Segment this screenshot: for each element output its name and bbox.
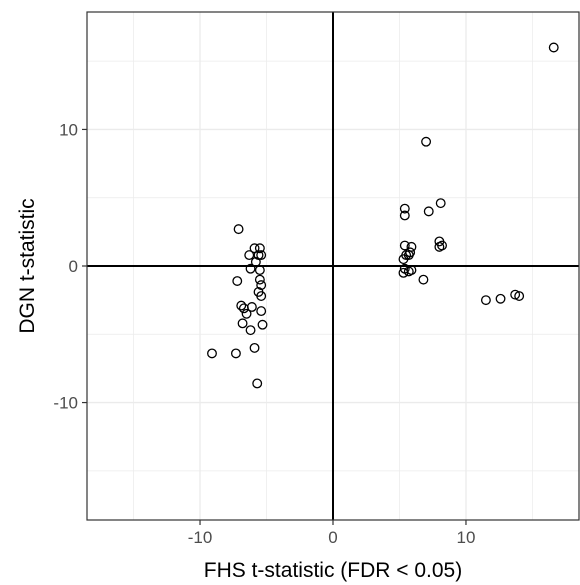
data-point (254, 265, 265, 276)
data-point (495, 293, 506, 304)
data-point (254, 274, 265, 285)
data-point (237, 318, 248, 329)
y-axis: -10 0 10 (53, 120, 87, 413)
data-point (514, 291, 525, 301)
data-point (256, 291, 267, 301)
data-point (399, 203, 410, 214)
data-point (256, 306, 267, 317)
data-point (406, 265, 417, 276)
data-point (548, 42, 559, 53)
data-point (399, 240, 410, 251)
data-point (256, 250, 267, 261)
data-point (256, 280, 267, 291)
x-tick-label: -10 (188, 528, 213, 547)
data-point (232, 276, 243, 286)
data-point (236, 300, 247, 311)
data-point (250, 256, 261, 267)
data-points (207, 42, 559, 389)
data-point (207, 348, 217, 359)
data-point (399, 210, 410, 221)
data-point (423, 206, 434, 217)
data-point (403, 250, 414, 261)
x-tick-label: 10 (457, 528, 476, 547)
data-point (241, 308, 252, 319)
x-tick-label: 0 (328, 528, 337, 547)
data-point (244, 250, 255, 261)
data-point (233, 224, 244, 235)
y-axis-title: DGN t-statistic (16, 198, 39, 333)
data-point (253, 250, 264, 261)
data-point (252, 378, 263, 389)
data-point (510, 289, 521, 300)
x-axis: -10 0 10 (188, 520, 476, 547)
data-point (435, 198, 446, 209)
data-point (230, 348, 241, 359)
data-point (246, 302, 257, 312)
data-point (437, 240, 447, 251)
data-point (249, 342, 260, 353)
data-point (245, 325, 256, 336)
data-point (257, 319, 268, 330)
data-point (245, 263, 256, 274)
y-tick-label: 0 (69, 257, 78, 276)
data-point (480, 295, 491, 306)
data-point (421, 136, 432, 147)
y-tick-label: 10 (59, 120, 78, 139)
x-axis-title: FHS t-statistic (FDR < 0.05) (204, 559, 462, 582)
data-point (418, 274, 429, 285)
data-point (254, 243, 265, 254)
reference-lines (87, 12, 579, 520)
y-tick-label: -10 (53, 394, 78, 413)
